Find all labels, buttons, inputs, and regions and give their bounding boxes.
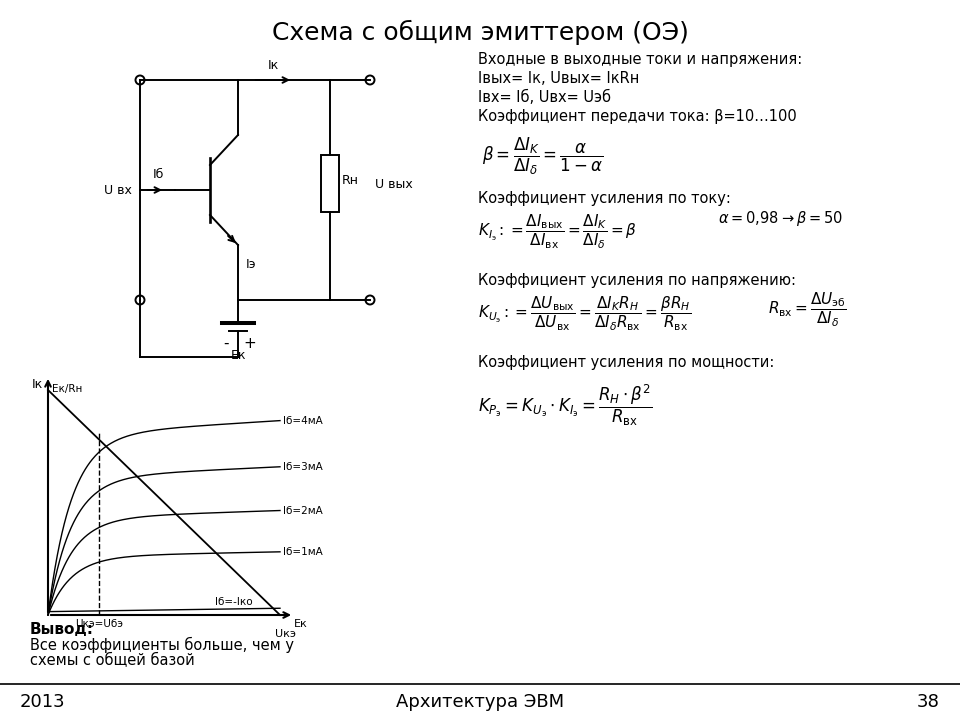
Text: Eк: Eк <box>294 619 308 629</box>
Text: U вх: U вх <box>104 184 132 197</box>
Text: Iэ: Iэ <box>246 258 256 271</box>
Text: Iб=2мА: Iб=2мА <box>283 505 323 516</box>
Text: $\beta = \dfrac{\Delta I_K}{\Delta I_\delta} = \dfrac{\alpha}{1-\alpha}$: $\beta = \dfrac{\Delta I_K}{\Delta I_\de… <box>482 136 604 177</box>
Text: +: + <box>244 336 256 351</box>
Bar <box>321 155 339 212</box>
Text: Коэффициент усиления по току:: Коэффициент усиления по току: <box>478 191 731 206</box>
Text: Схема с общим эмиттером (ОЭ): Схема с общим эмиттером (ОЭ) <box>272 20 688 45</box>
Text: 38: 38 <box>917 693 940 711</box>
Text: Iб=1мА: Iб=1мА <box>283 546 323 557</box>
Text: Коэффициент передачи тока: β=10…100: Коэффициент передачи тока: β=10…100 <box>478 109 797 124</box>
Text: Eк/Rн: Eк/Rн <box>52 384 83 394</box>
Text: Входные в выходные токи и напряжения:: Входные в выходные токи и напряжения: <box>478 52 803 67</box>
Text: Коэффициент усиления по мощности:: Коэффициент усиления по мощности: <box>478 355 775 370</box>
Text: Ек: Ек <box>230 349 246 362</box>
Text: $K_{P_\mathsf{э}} = K_{U_\mathsf{э}} \cdot K_{I_\mathsf{э}} = \dfrac{R_H \cdot \: $K_{P_\mathsf{э}} = K_{U_\mathsf{э}} \cd… <box>478 383 653 428</box>
Text: Архитектура ЭВМ: Архитектура ЭВМ <box>396 693 564 711</box>
Text: U вых: U вых <box>375 179 413 192</box>
Text: схемы с общей базой: схемы с общей базой <box>30 653 195 668</box>
Text: Все коэффициенты больше, чем у: Все коэффициенты больше, чем у <box>30 637 294 653</box>
Text: Iк: Iк <box>268 59 278 72</box>
Text: 2013: 2013 <box>20 693 65 711</box>
Text: Rн: Rн <box>342 174 359 186</box>
Text: Вывод:: Вывод: <box>30 622 94 637</box>
Text: Uкэ: Uкэ <box>275 629 296 639</box>
Text: -: - <box>224 336 228 351</box>
Text: $K_{I_\mathsf{э}} := \dfrac{\Delta I_\mathsf{вых}}{\Delta I_\mathsf{вх}} = \dfra: $K_{I_\mathsf{э}} := \dfrac{\Delta I_\ma… <box>478 213 637 251</box>
Text: Iб: Iб <box>153 168 164 181</box>
Text: Iб=3мА: Iб=3мА <box>283 462 323 472</box>
Text: Коэффициент усиления по напряжению:: Коэффициент усиления по напряжению: <box>478 273 796 288</box>
Text: Iвых= Iк, Uвых= IкRн: Iвых= Iк, Uвых= IкRн <box>478 71 639 86</box>
Text: Uкэ=Uбэ: Uкэ=Uбэ <box>75 619 123 629</box>
Text: Iб=-Iко: Iб=-Iко <box>215 598 252 607</box>
Text: Iк: Iк <box>32 378 43 391</box>
Text: Iвх= Iб, Uвх= Uэб: Iвх= Iб, Uвх= Uэб <box>478 90 611 105</box>
Text: $\alpha = 0{,}98 \rightarrow \beta = 50$: $\alpha = 0{,}98 \rightarrow \beta = 50$ <box>718 209 843 228</box>
Text: Iб=4мА: Iб=4мА <box>283 415 323 426</box>
Text: $K_{U_\mathsf{э}} := \dfrac{\Delta U_\mathsf{вых}}{\Delta U_\mathsf{вх}} = \dfra: $K_{U_\mathsf{э}} := \dfrac{\Delta U_\ma… <box>478 295 691 333</box>
Text: $R_\mathsf{вх} = \dfrac{\Delta U_{\mathsf{эб}}}{\Delta I_\delta}$: $R_\mathsf{вх} = \dfrac{\Delta U_{\maths… <box>768 291 847 329</box>
